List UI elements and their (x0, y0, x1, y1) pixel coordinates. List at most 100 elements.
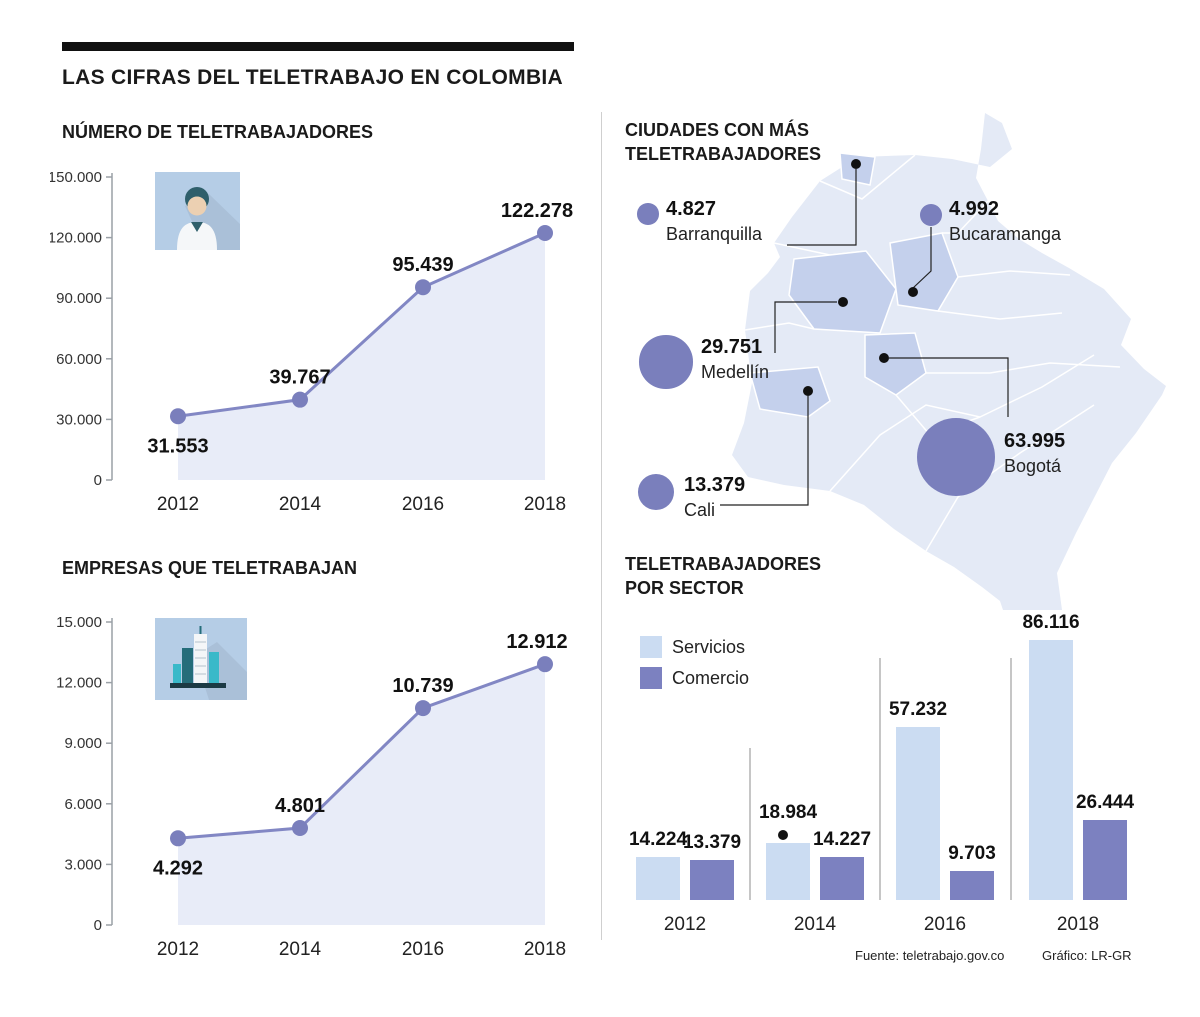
colombia-map (720, 113, 1166, 610)
y-tick-label: 60.000 (56, 351, 102, 368)
city-bubble-bogota (917, 418, 995, 496)
companies-line-chart: 0 3.000 6.000 9.000 12.000 15.000 4.292 2012 4.8… (56, 614, 567, 960)
data-point-marker (170, 830, 186, 847)
connector-medellin (774, 301, 837, 353)
map-border-line (942, 200, 989, 234)
section-title-sector: TELETRABAJADORES POR SECTOR (625, 554, 822, 599)
city-label-cali: 13.379 Cali (684, 474, 745, 521)
dept-antioquia (788, 250, 897, 334)
value-label: 26.444 (1076, 792, 1135, 813)
worker-icon (155, 172, 240, 255)
map-border-line (744, 322, 815, 331)
bar-servicios-2016 (896, 727, 940, 900)
value-label: 12.912 (506, 631, 567, 653)
data-point-marker (292, 820, 308, 837)
x-axis-label: 2014 (279, 939, 322, 960)
city-label-medellin: 29.751 Medellín (701, 336, 769, 383)
y-tick-label: 9.000 (64, 735, 102, 752)
x-axis-label: 2018 (524, 494, 566, 515)
x-axis-label: 2012 (157, 939, 199, 960)
y-tick-label: 30.000 (56, 411, 102, 428)
city-label-bucaramanga: 4.992 Bucaramanga (949, 198, 1061, 245)
bar-servicios-2018 (1029, 640, 1073, 900)
value-label: 18.984 (759, 802, 818, 823)
connector-bucaramanga (912, 227, 932, 289)
column-divider (601, 112, 602, 940)
connector-cali (720, 396, 809, 506)
city-value-bogota: 63.995 (1004, 430, 1066, 452)
y-tick-label: 0 (94, 917, 102, 934)
y-tick-label: 150.000 (50, 169, 102, 186)
dept-atlantico (839, 152, 876, 186)
dept-santander (889, 232, 959, 312)
value-label: 122.278 (501, 200, 573, 222)
area-fill (178, 664, 545, 925)
legend-label-comercio: Comercio (672, 667, 750, 688)
y-tick-label: 6.000 (64, 796, 102, 813)
city-label-bogota: 63.995 Bogotá (1004, 430, 1065, 477)
title-rule (62, 42, 574, 51)
y-tick-label: 90.000 (56, 290, 102, 307)
graphic-credit: Gráfico: LR-GR (1042, 948, 1132, 963)
workers-line-chart: 0 30.000 60.000 90.000 120.000 150.000 31.553 2… (50, 169, 573, 515)
city-bubble-bucaramanga (920, 204, 942, 226)
connector-barranquilla (787, 169, 857, 246)
city-value-medellin: 29.751 (701, 336, 763, 358)
legend-item-servicios: Servicios (640, 636, 749, 658)
map-dot-bucaramanga (908, 287, 918, 297)
value-label: 14.227 (813, 829, 871, 850)
page-title: LAS CIFRAS DEL TELETRABAJO EN COLOMBIA (62, 66, 564, 89)
dept-valle (749, 366, 831, 418)
data-point-marker (537, 224, 553, 241)
map-dot-cali (803, 386, 813, 396)
office-buildings-icon (155, 618, 247, 705)
legend-item-comercio: Comercio (640, 667, 749, 689)
bar-comercio-2012 (690, 860, 734, 900)
map-dot-barranquilla (851, 159, 861, 169)
value-label: 9.703 (948, 843, 996, 864)
x-axis-label: 2012 (157, 494, 199, 515)
callout-dot (778, 830, 788, 840)
trend-line (177, 662, 546, 840)
legend-label-servicios: Servicios (672, 636, 746, 657)
y-tick-label: 3.000 (64, 856, 102, 873)
data-point-marker (415, 700, 431, 717)
dept-cundinamarca (864, 332, 927, 396)
x-axis-label: 2016 (924, 914, 966, 935)
city-name-medellin: Medellín (701, 362, 770, 382)
source-credit: Fuente: teletrabajo.gov.co (855, 948, 1005, 963)
colombia-outline (732, 113, 1166, 610)
x-axis-label: 2018 (1057, 914, 1099, 935)
area-fill (178, 232, 545, 480)
value-label: 14.224 (629, 829, 688, 850)
map-dot-bogota (879, 353, 889, 363)
value-label: 13.379 (683, 832, 741, 853)
value-label: 4.292 (153, 857, 203, 879)
map-border-line (926, 362, 1121, 374)
comercio-swatch (640, 667, 662, 689)
city-name-bogota: Bogotá (1004, 456, 1062, 476)
data-point-marker (170, 408, 186, 425)
city-bubble-barranquilla (637, 203, 659, 225)
bar-comercio-2018 (1083, 820, 1127, 900)
x-axis-label: 2016 (402, 939, 444, 960)
data-point-marker (537, 656, 553, 673)
city-bubble-medellin (639, 335, 693, 389)
x-axis-label: 2014 (279, 494, 322, 515)
section-title-companies: EMPRESAS QUE TELETRABAJAN (62, 558, 358, 578)
map-border-line (829, 354, 1095, 492)
sector-legend: Servicios Comercio (640, 636, 749, 698)
x-axis-label: 2016 (402, 494, 444, 515)
y-tick-label: 15.000 (56, 614, 102, 631)
section-title-cities: CIUDADES CON MÁS TELETRABAJADORES (625, 120, 822, 165)
x-axis-label: 2012 (664, 914, 706, 935)
bar-servicios-2014 (766, 843, 810, 900)
trend-line (177, 231, 546, 418)
value-label: 86.116 (1022, 612, 1079, 633)
city-value-bucaramanga: 4.992 (949, 198, 1000, 220)
map-border-line (937, 310, 1063, 320)
bar-servicios-2012 (636, 857, 680, 900)
value-label: 39.767 (269, 367, 330, 389)
